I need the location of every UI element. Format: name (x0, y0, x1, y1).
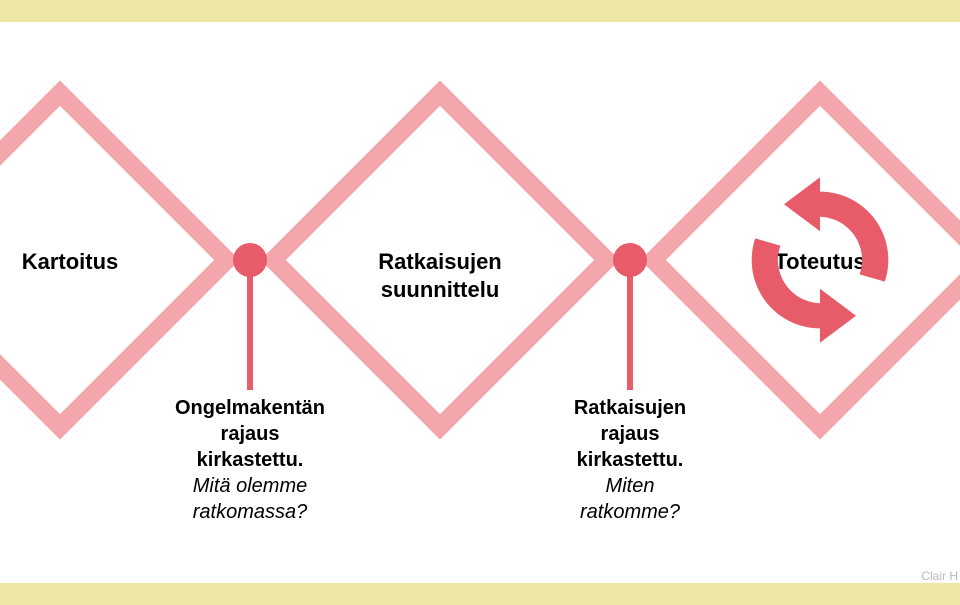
bottom-band (0, 583, 960, 605)
milestone-dot-2 (613, 243, 647, 277)
credit-text: Clair H (921, 569, 960, 583)
diagram-stage: Kartoitus Ratkaisujen suunnittelu Toteut… (0, 0, 960, 605)
milestone-dot-1 (233, 243, 267, 277)
milestone-stem-2 (627, 260, 633, 390)
cycle-icon (730, 170, 910, 350)
top-band (0, 0, 960, 22)
phase-label-ratkaisujen-suunnittelu: Ratkaisujen suunnittelu (340, 248, 540, 303)
milestone-text-1: Ongelmakentänrajauskirkastettu.Mitä olem… (130, 395, 370, 525)
phase-label-kartoitus: Kartoitus (0, 248, 140, 276)
milestone-stem-1 (247, 260, 253, 390)
milestone-text-2: Ratkaisujenrajauskirkastettu.Mitenratkom… (530, 395, 730, 525)
